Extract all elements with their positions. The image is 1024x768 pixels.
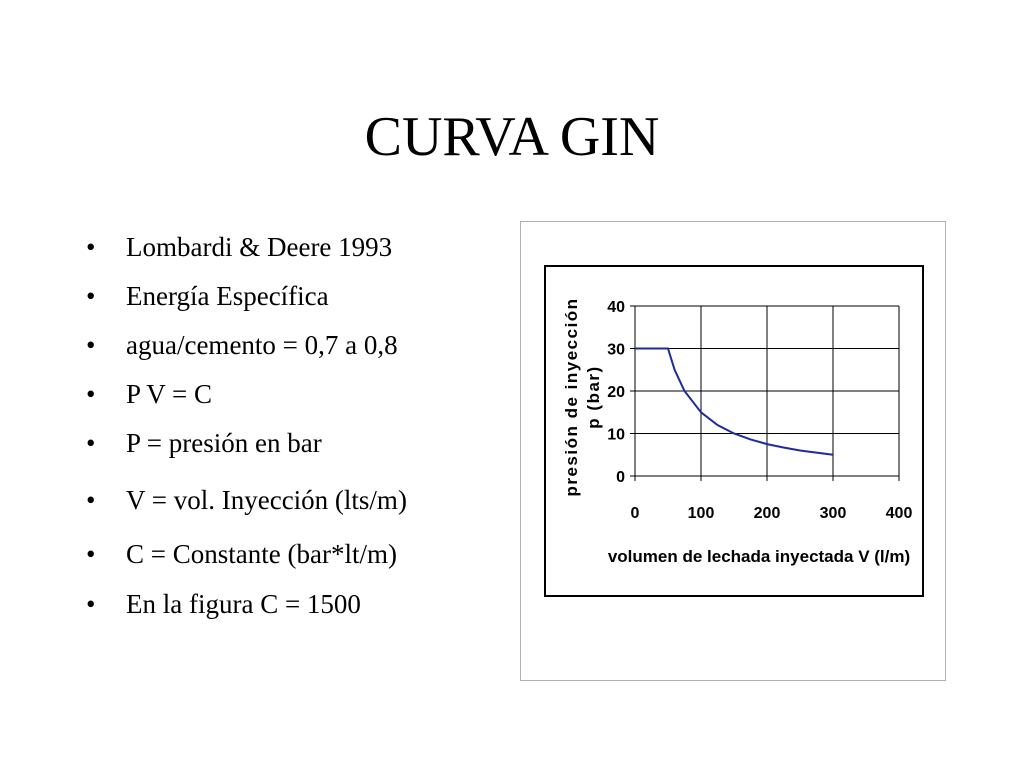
x-axis-title: volumen de lechada inyectada V (l/m) <box>608 547 910 566</box>
slide-title: CURVA GIN <box>364 106 660 168</box>
y-tick-label: 10 <box>607 427 625 444</box>
y-axis-title-line: presión de inyección <box>562 297 581 496</box>
x-tick-label: 300 <box>820 505 847 522</box>
bullet-text: agua/cemento = 0,7 a 0,8 <box>126 330 398 360</box>
bullet-text: P V = C <box>126 379 213 409</box>
bullet-text: En la figura C = 1500 <box>126 589 361 619</box>
y-axis-title: presión de inyección p (bar) <box>562 297 603 496</box>
chart-figure: 0 10 20 30 40 0 100 200 300 400 volumen de lechada… <box>520 221 946 681</box>
y-tick-label: 40 <box>607 299 625 316</box>
y-tick-label: 20 <box>607 384 625 401</box>
bullet-text: V = vol. Inyección (lts/m) <box>126 485 407 515</box>
bullet-dot: • <box>86 281 96 311</box>
bullet-dot: • <box>86 485 96 515</box>
x-tick-label: 400 <box>886 505 913 522</box>
x-tick-label: 0 <box>631 505 640 522</box>
x-tick-label: 200 <box>754 505 781 522</box>
bullet-dot: • <box>86 539 96 569</box>
y-axis-title-line: p (bar) <box>584 365 603 428</box>
bullet-text: Lombardi & Deere 1993 <box>126 232 393 262</box>
bullet-dot: • <box>86 428 96 458</box>
bullet-text: Energía Específica <box>126 281 329 311</box>
y-tick-label: 30 <box>607 342 625 359</box>
bullet-dot: • <box>86 589 96 619</box>
bullet-dot: • <box>86 232 96 262</box>
bullet-text: C = Constante (bar*lt/m) <box>126 539 397 569</box>
bullet-dot: • <box>86 330 96 360</box>
bullet-dot: • <box>86 379 96 409</box>
plot-frame <box>544 265 924 597</box>
y-tick-label: 0 <box>616 469 625 486</box>
series-line <box>635 347 834 456</box>
x-tick-label: 100 <box>688 505 715 522</box>
bullet-text: P = presión en bar <box>126 428 322 458</box>
